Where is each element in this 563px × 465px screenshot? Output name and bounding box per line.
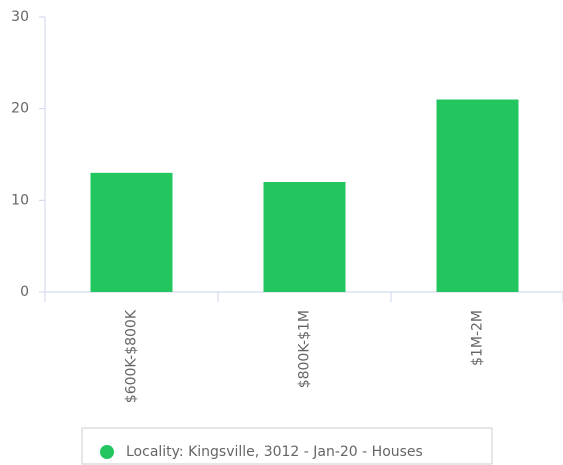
x-tick-label: $1M-2M: [470, 310, 486, 366]
y-tick-label: 30: [11, 9, 29, 25]
x-tick-label: $800K-$1M: [297, 310, 313, 388]
bar: [436, 99, 519, 292]
bar: [263, 182, 346, 292]
y-tick-label: 20: [11, 101, 29, 117]
legend-label: Locality: Kingsville, 3012 - Jan-20 - Ho…: [126, 444, 423, 460]
y-tick-label: 0: [20, 284, 29, 300]
bar: [90, 172, 173, 292]
legend-box: [81, 427, 493, 465]
y-tick-label: 10: [11, 192, 29, 208]
x-tick-label: $600K-$800K: [124, 309, 140, 403]
legend-marker: [100, 445, 114, 459]
